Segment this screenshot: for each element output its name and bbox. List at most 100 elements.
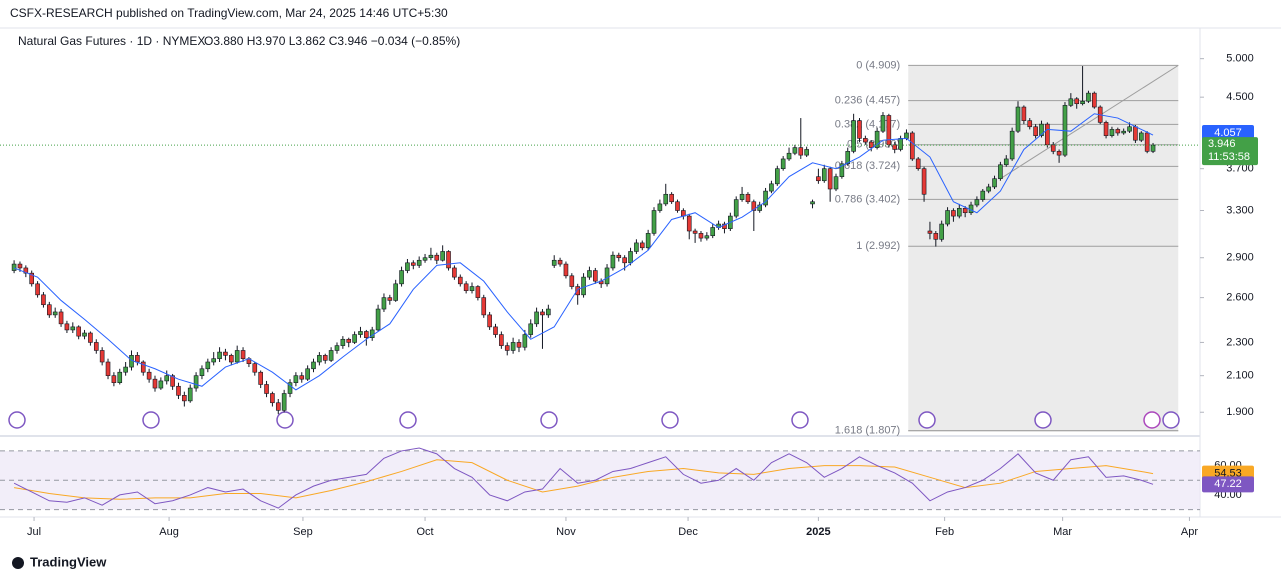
candle-body bbox=[874, 130, 880, 148]
event-icon[interactable] bbox=[142, 411, 160, 429]
candle-body bbox=[440, 251, 445, 261]
candle-body bbox=[639, 242, 645, 249]
candle-body bbox=[375, 308, 381, 331]
candle-body bbox=[1021, 106, 1027, 121]
candle-body bbox=[88, 332, 93, 343]
x-tick-label: Dec bbox=[678, 526, 698, 538]
event-icon[interactable] bbox=[791, 411, 809, 429]
candle-body bbox=[927, 230, 933, 234]
candle-body bbox=[998, 164, 1003, 180]
event-icon[interactable] bbox=[918, 411, 936, 429]
candle-body bbox=[146, 371, 152, 380]
candle-body bbox=[657, 203, 663, 211]
y-tick-label: 5.000 bbox=[1226, 53, 1254, 65]
candle-body bbox=[692, 230, 698, 234]
fib-label: 1.618 (1.807) bbox=[835, 424, 900, 436]
candle-body bbox=[446, 251, 451, 269]
countdown: 11:53:58 bbox=[1208, 151, 1250, 163]
candle-body bbox=[816, 176, 821, 182]
publish-line: CSFX-RESEARCH published on TradingView.c… bbox=[10, 6, 448, 20]
candle-body bbox=[1086, 92, 1091, 102]
candle-body bbox=[780, 158, 786, 169]
candle-body bbox=[798, 147, 804, 156]
candle-body bbox=[504, 345, 510, 351]
candle-body bbox=[880, 115, 886, 132]
candle-body bbox=[1138, 132, 1144, 141]
candle-body bbox=[457, 276, 463, 285]
candle-body bbox=[35, 283, 40, 296]
event-icon[interactable] bbox=[276, 411, 294, 429]
candle-body bbox=[651, 210, 657, 234]
candle-body bbox=[898, 138, 903, 150]
candle-body bbox=[111, 375, 117, 383]
fib-label: 0.786 (3.402) bbox=[835, 193, 900, 205]
candle-body bbox=[52, 311, 58, 316]
candle-body bbox=[1109, 129, 1115, 136]
candle-body bbox=[1127, 126, 1132, 132]
candle-body bbox=[399, 270, 404, 285]
candle-body bbox=[962, 207, 968, 214]
event-icon[interactable] bbox=[399, 411, 417, 429]
candle-body bbox=[47, 304, 52, 316]
candle-body bbox=[275, 402, 281, 411]
candle-body bbox=[411, 262, 416, 266]
candle-body bbox=[346, 338, 352, 343]
candle-body bbox=[546, 308, 551, 316]
candle-body bbox=[123, 366, 128, 373]
rsi-line bbox=[13, 447, 1154, 509]
candle-body bbox=[686, 215, 692, 232]
event-icon[interactable] bbox=[1034, 411, 1052, 429]
brand-name: TradingView bbox=[30, 554, 107, 569]
x-tick-label: Oct bbox=[416, 526, 433, 538]
candle-body bbox=[328, 350, 334, 361]
candle-body bbox=[645, 233, 651, 249]
candle-body bbox=[405, 262, 410, 271]
candle-body bbox=[281, 393, 287, 411]
candle-body bbox=[428, 254, 434, 259]
y-tick-label: 2.900 bbox=[1226, 252, 1254, 264]
x-tick-label: Jul bbox=[27, 526, 41, 538]
candle-body bbox=[358, 331, 363, 335]
candle-body bbox=[499, 334, 504, 346]
candle-body bbox=[187, 387, 193, 402]
candle-body bbox=[422, 257, 428, 261]
candle-body bbox=[915, 158, 921, 169]
candle-body bbox=[182, 395, 187, 402]
event-icon[interactable] bbox=[8, 411, 26, 429]
candle-body bbox=[105, 361, 111, 376]
event-icon[interactable] bbox=[661, 411, 679, 429]
event-icon[interactable] bbox=[1143, 411, 1161, 429]
ma-line bbox=[13, 113, 1154, 391]
candle-body bbox=[575, 286, 580, 296]
candle-body bbox=[804, 149, 809, 156]
candle-body bbox=[1080, 100, 1085, 105]
candle-body bbox=[534, 311, 539, 325]
event-icon[interactable] bbox=[540, 411, 558, 429]
candle-body bbox=[910, 132, 915, 160]
candle-body bbox=[252, 363, 258, 373]
last-price-label: 3.946 bbox=[1208, 138, 1236, 150]
candle-body bbox=[1027, 120, 1033, 128]
y-tick-label: 3.700 bbox=[1226, 163, 1254, 175]
brand-logo bbox=[12, 557, 24, 569]
event-icon[interactable] bbox=[1162, 411, 1180, 429]
candle-body bbox=[469, 286, 475, 291]
candle-body bbox=[757, 204, 762, 211]
candle-body bbox=[786, 152, 792, 160]
candle-body bbox=[1074, 98, 1080, 105]
candle-body bbox=[827, 168, 833, 190]
candle-body bbox=[857, 120, 862, 139]
fib-label: 0.236 (4.457) bbox=[835, 95, 900, 107]
candle-body bbox=[493, 326, 498, 335]
candle-body bbox=[264, 384, 269, 394]
candle-body bbox=[933, 233, 939, 240]
candle-body bbox=[199, 368, 205, 376]
candle-body bbox=[117, 371, 123, 383]
ohlc-readout: O3.880 H3.970 L3.862 C3.946 −0.034 (−0.8… bbox=[204, 34, 460, 48]
candle-body bbox=[1045, 123, 1050, 146]
candle-body bbox=[763, 190, 768, 206]
candle-body bbox=[774, 168, 780, 185]
candle-body bbox=[434, 254, 440, 261]
rsi-last: 47.22 bbox=[1214, 478, 1242, 490]
